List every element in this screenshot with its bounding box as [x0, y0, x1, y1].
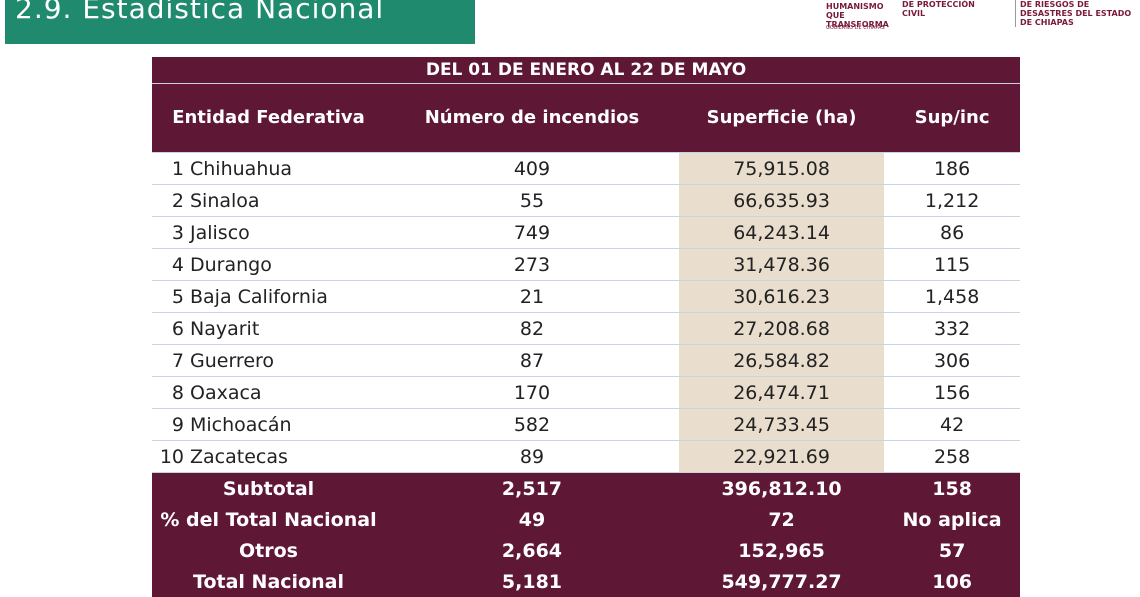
table-cell: 27,208.68	[678, 312, 885, 345]
table-cell: 749	[385, 216, 679, 249]
table-cell: 582	[385, 408, 679, 441]
table-cell: 31,478.36	[678, 248, 885, 281]
table-cell: 26,584.82	[678, 344, 885, 377]
table-cell: 57	[884, 535, 1020, 566]
table-cell: 55	[385, 184, 679, 217]
table-cell: 156	[884, 376, 1020, 409]
table-cell: 42	[884, 408, 1020, 441]
table-cell: 72	[678, 504, 885, 535]
table-cell: Durango	[190, 248, 385, 281]
table-cell: 21	[385, 280, 679, 313]
table-row: 1 Chihuahua 409 75,915.08 186	[152, 152, 1020, 185]
table-cell: 170	[385, 376, 679, 409]
table-row: 8 Oaxaca 170 26,474.71 156	[152, 376, 1020, 409]
table-cell: Superficie (ha)	[678, 83, 885, 153]
table-row: 4 Durango 273 31,478.36 115	[152, 248, 1020, 281]
table-cell: 8	[152, 376, 190, 409]
table-row: DEL 01 DE ENERO AL 22 DE MAYO	[152, 57, 1020, 84]
table-cell: 409	[385, 152, 679, 185]
table-row: 3 Jalisco 749 64,243.14 86	[152, 216, 1020, 249]
table-row: 5 Baja California 21 30,616.23 1,458	[152, 280, 1020, 313]
table-row: Otros 2,664 152,965 57	[152, 535, 1020, 566]
table-cell: 258	[884, 440, 1020, 473]
table-cell: Sinaloa	[190, 184, 385, 217]
table-cell: 86	[884, 216, 1020, 249]
table-cell: 549,777.27	[678, 566, 885, 597]
table-row: 10 Zacatecas 89 22,921.69 258	[152, 440, 1020, 473]
table-cell: % del Total Nacional	[152, 504, 385, 535]
table-row: 9 Michoacán 582 24,733.45 42	[152, 408, 1020, 441]
table-cell: 1,458	[884, 280, 1020, 313]
table-cell: 24,733.45	[678, 408, 885, 441]
logo-text: DE PROTECCIÓN CIVIL	[902, 0, 975, 18]
table-row: Total Nacional 5,181 549,777.27 106	[152, 566, 1020, 597]
table-cell: DEL 01 DE ENERO AL 22 DE MAYO	[152, 57, 1020, 84]
table-cell: 5,181	[385, 566, 679, 597]
table-cell: 158	[884, 472, 1020, 504]
fire-table: DEL 01 DE ENERO AL 22 DE MAYO Entidad Fed…	[152, 57, 1020, 597]
table-cell: Oaxaca	[190, 376, 385, 409]
table-cell: 2,664	[385, 535, 679, 566]
logo-text: GOBIERNO DE CHIAPAS	[826, 25, 885, 31]
table-cell: Subtotal	[152, 472, 385, 504]
table-cell: 115	[884, 248, 1020, 281]
table-cell: 75,915.08	[678, 152, 885, 185]
table-row: Subtotal 2,517 396,812.10 158	[152, 472, 1020, 504]
table-cell: Baja California	[190, 280, 385, 313]
table-cell: 2,517	[385, 472, 679, 504]
table-cell: 4	[152, 248, 190, 281]
table-cell: Chihuahua	[190, 152, 385, 185]
table-cell: 332	[884, 312, 1020, 345]
table-cell: 9	[152, 408, 190, 441]
table-cell: Jalisco	[190, 216, 385, 249]
table-row: 7 Guerrero 87 26,584.82 306	[152, 344, 1020, 377]
logo-text: DE RIESGOS DE DESASTRES DEL ESTADO DE CH…	[1015, 0, 1140, 27]
table-row: 6 Nayarit 82 27,208.68 332	[152, 312, 1020, 345]
table-cell: Total Nacional	[152, 566, 385, 597]
table-cell: Número de incendios	[385, 83, 679, 153]
table-cell: 1	[152, 152, 190, 185]
table-cell: 106	[884, 566, 1020, 597]
table-cell: Otros	[152, 535, 385, 566]
table-cell: 306	[884, 344, 1020, 377]
table-cell: 273	[385, 248, 679, 281]
table-row: 2 Sinaloa 55 66,635.93 1,212	[152, 184, 1020, 217]
table-cell: 152,965	[678, 535, 885, 566]
table-cell: 22,921.69	[678, 440, 885, 473]
table-cell: 1,212	[884, 184, 1020, 217]
table-cell: 10	[152, 440, 190, 473]
table-cell: 5	[152, 280, 190, 313]
table-cell: 7	[152, 344, 190, 377]
table-cell: 87	[385, 344, 679, 377]
table-cell: 2	[152, 184, 190, 217]
table-cell: 49	[385, 504, 679, 535]
table-cell: 26,474.71	[678, 376, 885, 409]
table-cell: No aplica	[884, 504, 1020, 535]
table-cell: 82	[385, 312, 679, 345]
table-cell: Michoacán	[190, 408, 385, 441]
table-cell: 89	[385, 440, 679, 473]
table-row: Entidad Federativa Número de incendios Sup…	[152, 83, 1020, 153]
page: 2.9. Estadística Nacional HUMANISMO QUE …	[5, 0, 1140, 597]
table-cell: 3	[152, 216, 190, 249]
table-cell: 30,616.23	[678, 280, 885, 313]
table-cell: Guerrero	[190, 344, 385, 377]
table-cell: 186	[884, 152, 1020, 185]
table-cell: 64,243.14	[678, 216, 885, 249]
table-cell: Sup/inc	[884, 83, 1020, 153]
table-cell: Zacatecas	[190, 440, 385, 473]
table-row: % del Total Nacional 49 72 No aplica	[152, 504, 1020, 535]
table-cell: Entidad Federativa	[152, 83, 385, 153]
section-title: 2.9. Estadística Nacional	[5, 0, 475, 44]
table-cell: Nayarit	[190, 312, 385, 345]
logo-text: HUMANISMO QUE TRANSFORMA	[826, 2, 889, 29]
table-cell: 6	[152, 312, 190, 345]
table-cell: 396,812.10	[678, 472, 885, 504]
table-cell: 66,635.93	[678, 184, 885, 217]
